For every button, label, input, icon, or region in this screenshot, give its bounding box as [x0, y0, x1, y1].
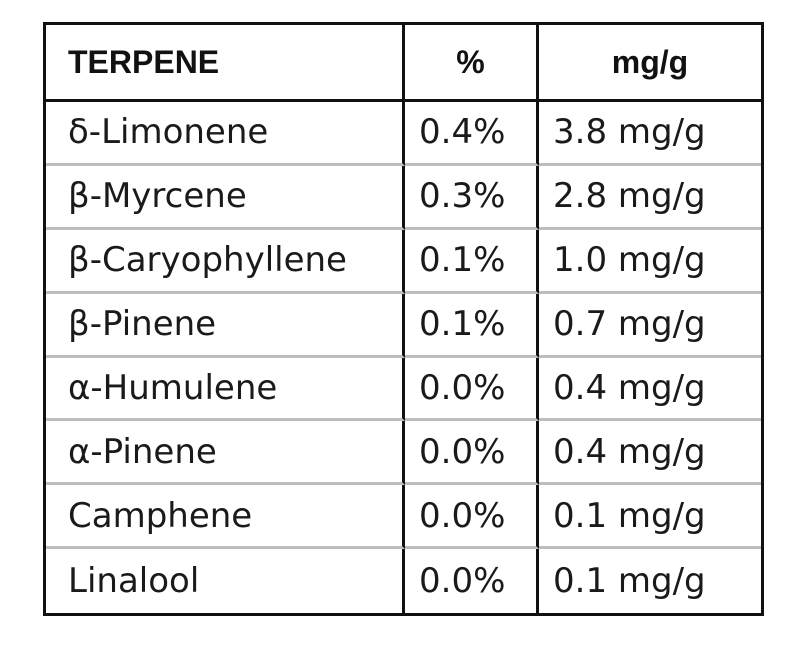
terpene-table: TERPENE % mg/g δ-Limonene 0.4% 3.8 mg/g …: [43, 22, 764, 616]
terpene-name-cell: Linalool: [46, 549, 405, 613]
terpene-name-cell: α-Pinene: [46, 421, 405, 486]
header-terpene: TERPENE: [46, 25, 405, 102]
terpene-name-cell: δ-Limonene: [46, 102, 405, 166]
percent-cell: 0.0%: [405, 357, 539, 422]
header-percent: %: [405, 25, 539, 102]
mg-per-g-cell: 0.1 mg/g: [539, 485, 761, 550]
mg-per-g-cell: 2.8 mg/g: [539, 166, 761, 230]
terpene-name-cell: β-Myrcene: [46, 165, 405, 230]
percent-cell: 0.0%: [405, 549, 539, 613]
percent-cell: 0.0%: [405, 485, 539, 550]
percent-cell: 0.1%: [405, 293, 539, 358]
percent-cell: 0.0%: [405, 421, 539, 486]
mg-per-g-cell: 3.8 mg/g: [539, 102, 761, 166]
mg-per-g-cell: 1.0 mg/g: [539, 230, 761, 294]
terpene-name-cell: β-Caryophyllene: [46, 229, 405, 294]
mg-per-g-cell: 0.4 mg/g: [539, 358, 761, 422]
mg-per-g-cell: 0.7 mg/g: [539, 294, 761, 358]
terpene-name-cell: Camphene: [46, 485, 405, 550]
terpene-name-cell: β-Pinene: [46, 293, 405, 358]
percent-cell: 0.4%: [405, 102, 539, 166]
mg-per-g-cell: 0.4 mg/g: [539, 421, 761, 486]
header-mg-per-g: mg/g: [539, 25, 761, 102]
terpene-name-cell: α-Humulene: [46, 357, 405, 422]
mg-per-g-cell: 0.1 mg/g: [553, 561, 706, 602]
percent-cell: 0.3%: [405, 165, 539, 230]
percent-cell: 0.1%: [405, 229, 539, 294]
